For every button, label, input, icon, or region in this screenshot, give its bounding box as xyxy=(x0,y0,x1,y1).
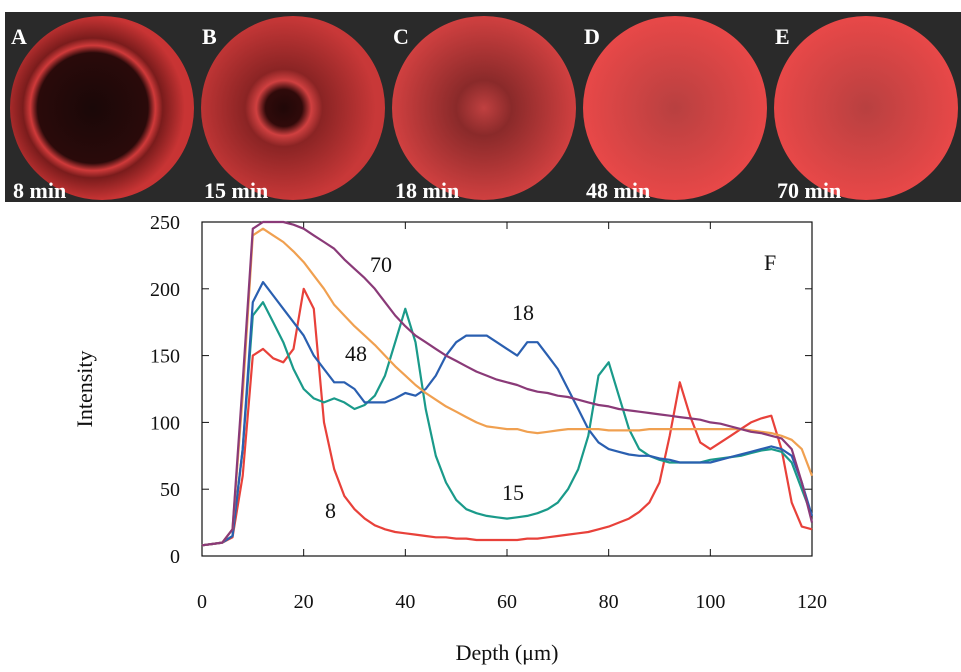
y-tick-label: 0 xyxy=(170,546,180,568)
panel-letter: E xyxy=(775,24,790,49)
panel-time: 15 min xyxy=(204,178,268,203)
y-tick-label: 150 xyxy=(150,346,180,368)
panel-label: F xyxy=(764,250,776,275)
micrograph xyxy=(201,16,385,200)
x-tick-label: 0 xyxy=(197,591,207,613)
curve-label: 18 xyxy=(512,300,534,325)
panel-time: 18 min xyxy=(395,178,459,203)
curve-label: 70 xyxy=(370,252,392,277)
x-tick-label: 100 xyxy=(695,591,725,613)
micrograph xyxy=(10,16,194,200)
y-tick-label: 250 xyxy=(150,212,180,234)
curve-label: 15 xyxy=(502,480,524,505)
x-tick-label: 80 xyxy=(599,591,619,613)
curve-label: 8 xyxy=(325,498,336,523)
x-tick-label: 40 xyxy=(395,591,415,613)
data-line xyxy=(202,289,812,546)
panel-time: 70 min xyxy=(777,178,841,203)
panel-time: 8 min xyxy=(13,178,66,203)
panel-letter: A xyxy=(11,24,27,49)
x-axis-label: Depth (μm) xyxy=(456,640,559,665)
panel-letter: B xyxy=(202,24,217,49)
plot-frame xyxy=(202,222,812,556)
x-tick-label: 120 xyxy=(797,591,827,613)
panel-time: 48 min xyxy=(586,178,650,203)
micrograph xyxy=(392,16,576,200)
x-tick-label: 20 xyxy=(294,591,314,613)
panel-letter: D xyxy=(584,24,600,49)
micrograph xyxy=(583,16,767,200)
data-line xyxy=(202,282,812,545)
y-tick-label: 200 xyxy=(150,279,180,301)
y-tick-label: 50 xyxy=(160,479,180,501)
panel-letter: C xyxy=(393,24,409,49)
micrograph xyxy=(774,16,958,200)
figure: A 8 min B 15 min C 18 min D 48 min E 70 min F Dep… xyxy=(0,0,961,667)
curve-label: 48 xyxy=(345,341,367,366)
x-tick-label: 60 xyxy=(497,591,517,613)
y-tick-label: 100 xyxy=(150,412,180,434)
y-axis-label: Intensity xyxy=(72,351,97,428)
